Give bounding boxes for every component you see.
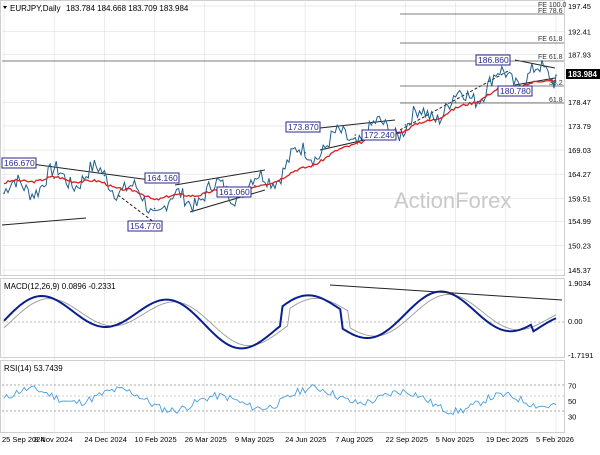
price-data-point [103, 174, 106, 177]
fib-label: FE 100.0 [538, 2, 567, 9]
price-tick-label: 178.47 [568, 98, 591, 107]
time-tick-label: 7 Aug 2025 [335, 435, 373, 444]
price-tick-label: 169.03 [568, 146, 591, 155]
time-tick-label: 10 Feb 2025 [135, 435, 177, 444]
annotation-box [285, 121, 321, 133]
macd-panel [0, 278, 565, 358]
price-data-point [3, 192, 5, 195]
fib-label: FE 61.8 [538, 54, 563, 61]
trend-line [174, 169, 266, 186]
rsi-tick-label: 50 [568, 397, 576, 406]
price-tick-label: 164.27 [568, 170, 591, 179]
annotation-box [497, 85, 533, 97]
trend-line [399, 69, 511, 131]
annotation-label: 172.240 [364, 130, 395, 140]
macd-title: MACD(12,26,9) 0.0896 -0.2331 [4, 282, 116, 291]
time-tick-label: 24 Dec 2024 [84, 435, 127, 444]
price-data-point [505, 75, 507, 78]
annotation-box [1, 157, 37, 169]
time-tick-label: 22 Sep 2025 [385, 435, 428, 444]
rsi-axis: 70 50 30 [568, 381, 576, 421]
price-series-line [3, 60, 557, 214]
trend-line [1, 217, 87, 226]
price-axis: 197.45 192.41 187.93 178.47 173.79 169.03 164.… [568, 2, 591, 275]
price-data-point [354, 134, 357, 136]
annotation-label: 164.160 [147, 173, 178, 183]
annotation-label: 154.770 [130, 221, 161, 231]
price-tick-label: 197.45 [568, 2, 591, 11]
price-tick-label: 150.23 [568, 241, 591, 250]
rsi-tick-label: 30 [568, 412, 576, 421]
fib-levels [2, 13, 564, 104]
time-tick-label: 8 Nov 2024 [34, 435, 72, 444]
time-tick-label: 19 Dec 2025 [486, 435, 529, 444]
fib-label: 61.8 [549, 97, 563, 104]
grid [2, 2, 564, 432]
price-panel [0, 0, 565, 276]
macd-signal-line [3, 294, 557, 347]
price-data-point [555, 74, 557, 76]
fib-label: FE 78.6 [538, 8, 563, 15]
macd-tick-label: -1.7191 [568, 351, 593, 360]
price-data-point [404, 124, 407, 126]
macd-tick-label: 1.9034 [568, 279, 591, 288]
annotation-label: 161.060 [219, 187, 250, 197]
rsi-line [3, 384, 557, 416]
price-data-point [153, 207, 156, 210]
time-tick-label: 5 Feb 2026 [536, 435, 574, 444]
price-data-point [254, 184, 256, 187]
macd-tick-label: 0.00 [568, 317, 583, 326]
time-tick-label: 5 Nov 2025 [436, 435, 474, 444]
annotation-box [144, 172, 180, 184]
price-data-point [203, 192, 206, 195]
chart-header-ohlc: 183.784 184.668 183.709 183.984 [66, 4, 189, 13]
price-tick-label: 159.51 [568, 194, 591, 203]
price-tick-label: 145.37 [568, 266, 591, 275]
annotation-box [361, 129, 397, 141]
collapse-arrow-icon[interactable] [3, 6, 7, 9]
price-tick-label: 154.99 [568, 217, 591, 226]
price-data-point [304, 151, 306, 154]
macd-line [3, 290, 557, 350]
watermark: ActionForex [394, 188, 511, 213]
chart-header-symbol: EURJPY,Daily [10, 4, 61, 13]
trend-line [117, 194, 156, 224]
rsi-title: RSI(14) 53.7439 [4, 364, 63, 373]
rsi-tick-label: 70 [568, 381, 576, 390]
price-tick-label: 187.93 [568, 50, 591, 59]
annotation-label: 166.670 [4, 158, 35, 168]
price-tick-label: 192.41 [568, 28, 591, 37]
trend-line [189, 189, 266, 213]
fib-label: 38.2 [549, 80, 563, 87]
annotation-label: 186.860 [478, 55, 509, 65]
fib-label: FE 61.8 [538, 36, 563, 43]
annotation-label: 173.870 [288, 122, 319, 132]
moving-average-line [3, 79, 557, 201]
current-price-tag [566, 69, 600, 79]
trend-line [319, 119, 396, 129]
macd-axis: 1.9034 0.00 -1.7191 [568, 279, 593, 360]
annotation-box [127, 220, 163, 232]
annotation-box [216, 186, 252, 198]
current-price-label: 183.984 [568, 70, 597, 79]
annotation-box [475, 54, 511, 66]
annotation-label: 180.780 [500, 86, 531, 96]
price-data-point [454, 101, 457, 103]
macd-trend-line [329, 284, 563, 301]
price-annotations: 166.670 164.160 161.060 154.770 173.870 … [1, 54, 533, 232]
fib-labels: FE 100.0 FE 78.6 FE 61.8 FE 61.8 38.2 61… [538, 2, 567, 104]
time-tick-label: 26 Mar 2025 [185, 435, 227, 444]
price-data-point [53, 177, 55, 179]
time-tick-label: 24 Jun 2025 [285, 435, 326, 444]
price-tick-label: 173.79 [568, 122, 591, 131]
time-tick-label: 25 Sep 2024 [2, 435, 45, 444]
time-tick-label: 9 May 2025 [235, 435, 274, 444]
